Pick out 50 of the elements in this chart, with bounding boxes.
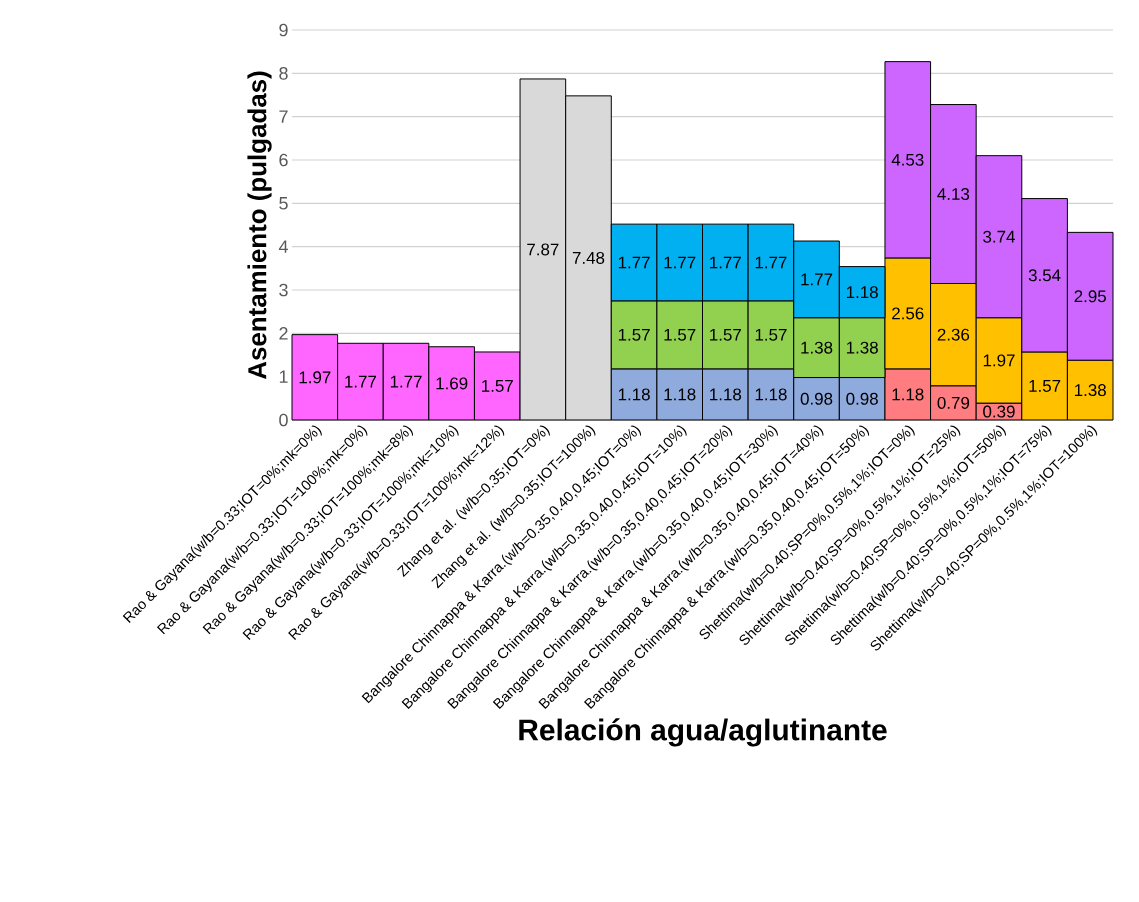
data-label: 1.57 <box>482 380 513 392</box>
data-label: 1.57 <box>710 328 741 341</box>
data-label: 2.36 <box>937 328 970 341</box>
data-label: 1.57 <box>1029 380 1061 392</box>
data-label: 1.18 <box>892 388 924 401</box>
y-tick-label: 0 <box>279 413 288 427</box>
y-axis-title: Asentamiento (pulgadas) <box>247 71 272 380</box>
data-label: 1.18 <box>710 388 742 401</box>
data-label: 1.38 <box>801 341 833 354</box>
data-label: 4.53 <box>891 153 924 166</box>
data-label: 1.18 <box>664 388 696 401</box>
data-label: 0.98 <box>800 392 833 405</box>
y-tick-label: 5 <box>279 197 288 210</box>
y-tick-label: 1 <box>279 370 288 383</box>
x-axis-title: Relación agua/aglutinante <box>519 718 887 747</box>
data-label: 0.98 <box>846 392 878 405</box>
y-tick-label: 2 <box>279 327 288 340</box>
data-label: 3.74 <box>983 230 1015 243</box>
data-label: 1.18 <box>755 388 787 401</box>
data-label: 1.77 <box>618 256 650 269</box>
data-label: 1.77 <box>710 256 741 269</box>
data-label: 0.79 <box>937 396 970 409</box>
y-tick-label: 8 <box>279 66 288 80</box>
data-label: 1.77 <box>390 375 422 388</box>
data-label: 2.56 <box>892 307 924 320</box>
data-label: 1.77 <box>755 256 787 269</box>
y-tick-label: 7 <box>279 110 288 123</box>
data-label: 1.18 <box>846 286 878 299</box>
data-label: 3.54 <box>1028 269 1061 282</box>
y-tick-label: 4 <box>278 240 288 253</box>
data-label: 0.39 <box>983 405 1015 418</box>
data-label: 1.57 <box>664 328 696 341</box>
data-label: 1.97 <box>983 354 1015 367</box>
data-label: 1.57 <box>618 328 650 341</box>
data-label: 2.95 <box>1074 290 1106 303</box>
data-label: 7.87 <box>527 243 559 256</box>
data-label: 7.48 <box>572 251 605 264</box>
data-label: 1.18 <box>618 388 650 401</box>
y-tick-label: 6 <box>279 153 288 167</box>
data-label: 1.57 <box>755 328 787 341</box>
data-label: 1.38 <box>1075 384 1106 397</box>
y-tick-label: 3 <box>279 283 288 297</box>
y-tick-label: 9 <box>279 23 288 37</box>
data-label: 1.69 <box>436 377 468 390</box>
data-label: 1.77 <box>664 256 696 269</box>
data-label: 1.97 <box>299 371 331 384</box>
data-label: 1.77 <box>345 375 377 388</box>
data-label: 4.13 <box>937 188 970 201</box>
data-label: 1.38 <box>846 341 878 354</box>
data-label: 1.77 <box>801 273 833 286</box>
